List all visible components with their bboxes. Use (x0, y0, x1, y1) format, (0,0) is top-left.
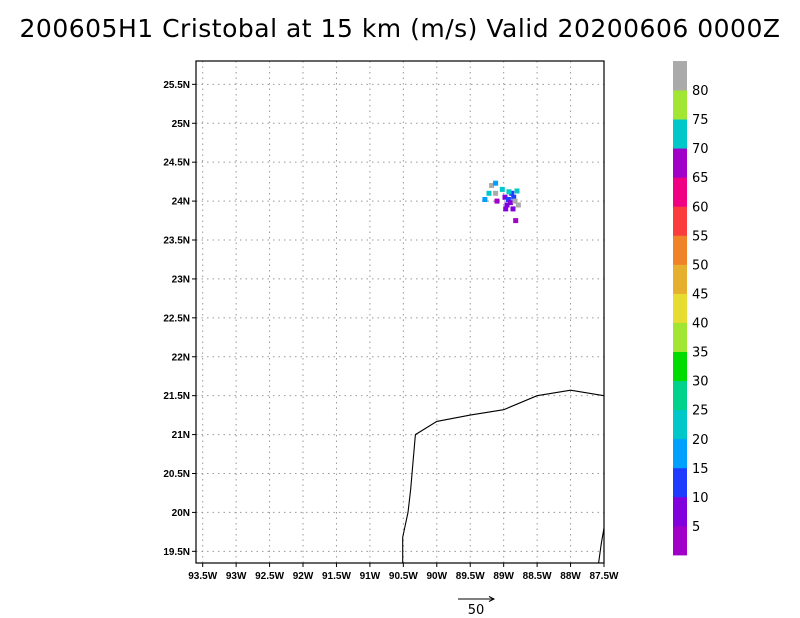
wind-cell (504, 202, 510, 208)
colorbar-segment (673, 351, 687, 382)
y-tick-label: 21.5N (163, 391, 190, 402)
x-tick-label: 89.5W (456, 571, 485, 582)
y-tick-label: 21N (172, 430, 190, 441)
colorbar-label: 60 (692, 200, 709, 215)
x-tick-label: 89W (493, 571, 514, 582)
y-tick-label: 23.5N (163, 236, 190, 247)
wind-cell (494, 198, 500, 204)
colorbar-segment (673, 293, 687, 323)
coastline-east (598, 527, 604, 563)
y-tick-label: 24N (172, 197, 190, 208)
y-tick-label: 19.5N (163, 547, 190, 558)
y-axis-ticks: 19.5N 20N 20.5N 21N 21.5N 22N 22.5N 23N 23.5N 24N… (163, 80, 196, 558)
wind-cell (489, 183, 495, 188)
colorbar-segment (673, 235, 687, 265)
x-tick-label: 93.5W (188, 571, 217, 582)
colorbar-label: 80 (692, 84, 709, 99)
colorbar-label: 20 (692, 433, 709, 448)
coastline-yucatan (402, 389, 604, 563)
x-tick-label: 92W (293, 571, 314, 582)
colorbar-segment (673, 148, 687, 178)
wind-cell (502, 194, 508, 200)
x-tick-label: 93W (226, 571, 247, 582)
y-tick-label: 20N (172, 508, 190, 519)
vector-key-label: 50 (468, 603, 485, 618)
colorbar-segment (673, 206, 687, 236)
wind-cell (514, 188, 520, 194)
wind-cell (506, 189, 512, 195)
wind-cell (511, 194, 517, 200)
vector-key: 50 (458, 596, 496, 618)
x-axis-ticks: 93.5W 93W 92.5W 92W 91.5W 91W 90.5W 90W 89.5W 89W… (188, 563, 619, 582)
wind-cell (513, 218, 519, 224)
wind-cell (503, 206, 509, 212)
x-tick-label: 87.5W (590, 571, 619, 582)
colorbar-segment (673, 90, 687, 120)
colorbar-segment (673, 380, 687, 411)
colorbar-label: 50 (692, 258, 709, 273)
colorbar-label: 40 (692, 317, 709, 332)
colorbar-segment (673, 467, 687, 498)
x-tick-label: 91.5W (322, 571, 351, 582)
x-tick-label: 88W (560, 571, 581, 582)
colorbar-segment (673, 322, 687, 352)
wind-cell (507, 200, 513, 206)
colorbar-segment (673, 177, 687, 207)
y-tick-label: 25.5N (163, 80, 190, 91)
colorbar-segment (673, 61, 687, 91)
colorbar-label: 15 (692, 462, 709, 477)
colorbar-label: 25 (692, 404, 709, 419)
wind-field (482, 180, 521, 224)
map-grid (196, 61, 605, 563)
colorbar-label: 45 (692, 288, 709, 303)
x-tick-label: 92.5W (255, 571, 284, 582)
colorbar-label: 75 (692, 113, 709, 128)
y-tick-label: 25N (172, 119, 190, 130)
wind-cell (486, 190, 492, 196)
coastline (402, 389, 604, 563)
map-frame (195, 60, 605, 564)
wind-cell (509, 190, 515, 196)
colorbar-label: 55 (692, 229, 709, 244)
colorbar-label: 5 (692, 520, 700, 535)
colorbar: 5 10 15 20 25 30 35 40 45 50 55 60 65 70 75 80 (673, 61, 709, 556)
colorbar-segment (673, 525, 687, 556)
colorbar-label: 10 (692, 491, 709, 506)
y-tick-label: 22N (172, 352, 190, 363)
colorbar-segment (673, 496, 687, 527)
y-tick-label: 20.5N (163, 469, 190, 480)
x-tick-label: 90W (427, 571, 448, 582)
colorbar-label: 65 (692, 171, 709, 186)
colorbar-label: 30 (692, 375, 709, 390)
x-tick-label: 90.5W (389, 571, 418, 582)
x-tick-label: 88.5W (523, 571, 552, 582)
plot-title: 200605H1 Cristobal at 15 km (m/s) Valid … (19, 14, 781, 43)
wind-cell (512, 198, 518, 204)
y-tick-label: 24.5N (163, 158, 190, 169)
colorbar-segment (673, 409, 687, 440)
wind-cell (482, 197, 488, 202)
wind-cell (493, 180, 499, 186)
wind-cell (515, 202, 521, 208)
vector-key-arrow-head (488, 596, 496, 602)
colorbar-segment (673, 264, 687, 294)
y-tick-label: 22.5N (163, 313, 190, 324)
colorbar-label: 70 (692, 142, 709, 157)
x-tick-label: 91W (360, 571, 381, 582)
colorbar-segment (673, 438, 687, 469)
y-tick-label: 23N (172, 274, 190, 285)
wind-cell (510, 206, 516, 212)
colorbar-label: 35 (692, 346, 709, 361)
wind-cell (505, 197, 511, 202)
wind-cell (493, 190, 499, 196)
colorbar-segment (673, 119, 687, 149)
wind-cell (499, 186, 505, 192)
